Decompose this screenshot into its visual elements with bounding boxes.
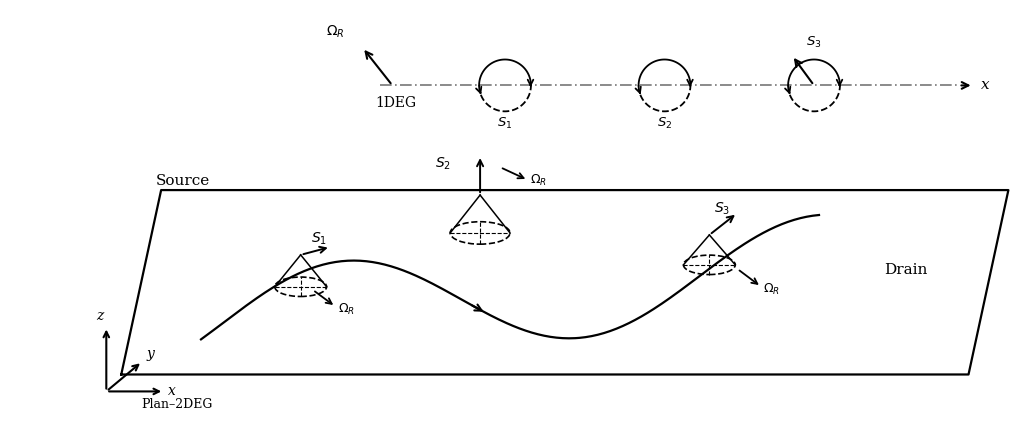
Text: Source: Source bbox=[156, 174, 211, 188]
Text: x: x bbox=[169, 384, 176, 399]
Text: $\Omega_R$: $\Omega_R$ bbox=[763, 282, 780, 297]
Text: $S_3$: $S_3$ bbox=[806, 34, 822, 49]
Text: $S_2$: $S_2$ bbox=[657, 116, 672, 132]
Text: y: y bbox=[146, 347, 154, 360]
Text: $\Omega_R$: $\Omega_R$ bbox=[326, 24, 344, 40]
Text: Drain: Drain bbox=[884, 263, 927, 277]
Text: $S_3$: $S_3$ bbox=[714, 201, 731, 218]
Text: $S_1$: $S_1$ bbox=[311, 231, 327, 247]
Text: $S_1$: $S_1$ bbox=[498, 116, 513, 132]
Text: Plan–2DEG: Plan–2DEG bbox=[141, 398, 213, 412]
Text: 1DEG: 1DEG bbox=[375, 96, 417, 111]
Text: x: x bbox=[980, 78, 989, 92]
Text: z: z bbox=[96, 309, 103, 322]
Text: $\Omega_R$: $\Omega_R$ bbox=[337, 302, 355, 317]
Text: $\Omega_R$: $\Omega_R$ bbox=[530, 173, 547, 188]
Text: $S_2$: $S_2$ bbox=[435, 155, 452, 172]
